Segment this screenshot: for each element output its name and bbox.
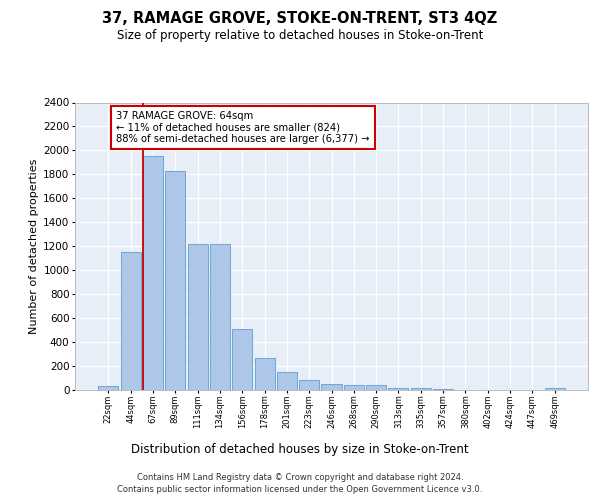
Bar [344,384,364,390]
Bar [254,358,275,390]
Text: Distribution of detached houses by size in Stoke-on-Trent: Distribution of detached houses by size … [131,442,469,456]
Y-axis label: Number of detached properties: Number of detached properties [29,158,39,334]
Bar [121,252,141,390]
Bar [277,372,297,390]
Bar [210,244,230,390]
Text: 37 RAMAGE GROVE: 64sqm
← 11% of detached houses are smaller (824)
88% of semi-de: 37 RAMAGE GROVE: 64sqm ← 11% of detached… [116,111,370,144]
Text: Contains public sector information licensed under the Open Government Licence v3: Contains public sector information licen… [118,485,482,494]
Bar [299,380,319,390]
Bar [165,171,185,390]
Text: Contains HM Land Registry data © Crown copyright and database right 2024.: Contains HM Land Registry data © Crown c… [137,472,463,482]
Text: Size of property relative to detached houses in Stoke-on-Trent: Size of property relative to detached ho… [117,28,483,42]
Bar [388,388,409,390]
Bar [232,329,252,390]
Bar [98,386,118,390]
Bar [411,388,431,390]
Bar [143,156,163,390]
Bar [545,388,565,390]
Bar [188,244,208,390]
Bar [366,385,386,390]
Bar [322,384,341,390]
Bar [433,388,453,390]
Text: 37, RAMAGE GROVE, STOKE-ON-TRENT, ST3 4QZ: 37, RAMAGE GROVE, STOKE-ON-TRENT, ST3 4Q… [103,11,497,26]
